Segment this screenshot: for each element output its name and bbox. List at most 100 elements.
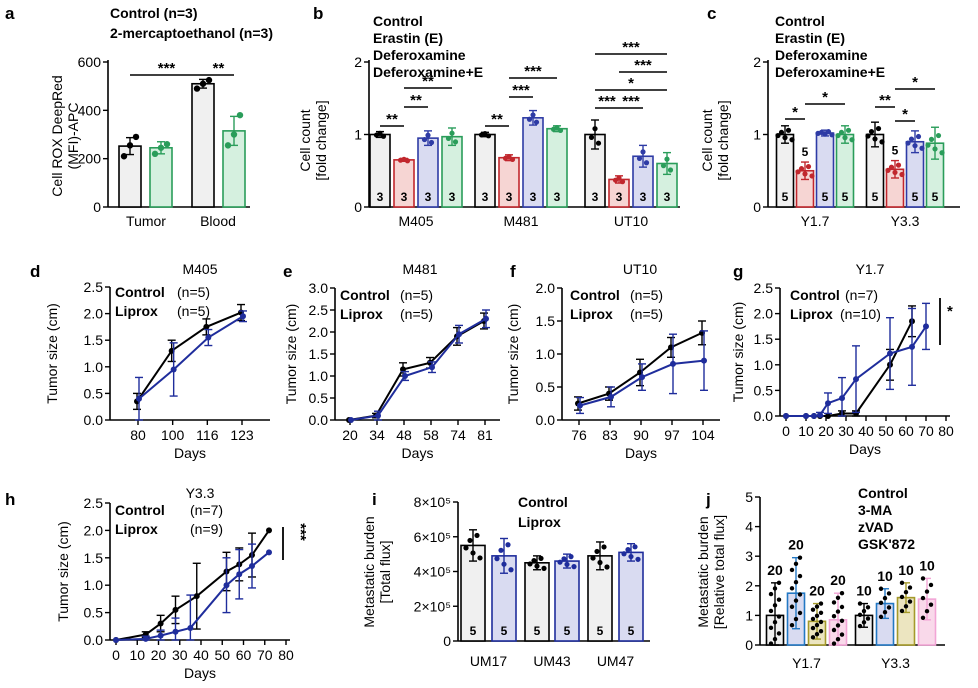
panel-g: 0.0 0.5 1.0 1.5 2.0 2.5 Tumor size (cm) 0 10 20 30… [730, 261, 954, 457]
y-tick-label: 2.5 [84, 495, 104, 511]
legend-item: Control [775, 13, 825, 29]
data-point [571, 564, 577, 570]
y-axis-label-line: [fold change] [313, 100, 329, 180]
chart-title: M405 [182, 261, 217, 277]
data-point [835, 637, 841, 642]
data-point [932, 146, 938, 152]
data-point [818, 610, 824, 615]
data-point [838, 129, 845, 136]
data-point [928, 602, 934, 607]
data-point [597, 559, 603, 566]
data-point [136, 395, 142, 402]
y-tick-label: 1 [753, 127, 761, 143]
data-point [907, 585, 913, 590]
data-point [557, 127, 564, 134]
data-point [776, 597, 782, 602]
y-tick-label: 0 [745, 637, 753, 653]
data-point [636, 155, 643, 162]
n-label: 3 [449, 190, 456, 204]
y-tick-label: 1.0 [309, 368, 329, 384]
data-point [793, 598, 799, 603]
n-label: 3 [377, 190, 384, 204]
panel-label: c [707, 4, 716, 23]
data-point [825, 129, 832, 135]
significance-label: *** [598, 93, 616, 110]
x-tick-label: 50 [878, 423, 894, 439]
y-axis-label: Cell count[fold change] [297, 100, 329, 180]
x-tick-label: Tumor [126, 213, 166, 229]
data-point [628, 553, 634, 560]
x-tick-label: 34 [369, 427, 385, 443]
data-point [483, 315, 489, 322]
x-tick-label: 83 [602, 427, 618, 443]
n-label: 3 [401, 190, 408, 204]
data-point [865, 605, 871, 610]
series-line-control [136, 311, 242, 402]
x-tick-label: 50 [214, 647, 230, 663]
data-point [205, 76, 213, 84]
data-point [509, 156, 516, 163]
panel-label: a [5, 4, 15, 23]
n-label: 3 [640, 190, 647, 204]
data-point [776, 580, 782, 586]
data-point [404, 158, 411, 164]
panel-label: h [5, 490, 15, 509]
data-point [592, 126, 598, 132]
data-point [878, 586, 884, 591]
data-point [608, 393, 614, 400]
y-tick-label: 0 [354, 199, 362, 215]
y-tick-label: 0.5 [84, 605, 104, 621]
data-point [839, 604, 845, 610]
legend-control: Control [790, 287, 840, 303]
legend-n: (n=5) [400, 287, 433, 303]
data-point [768, 608, 774, 614]
data-point [470, 550, 476, 556]
significance-label: * [628, 75, 634, 92]
data-point [899, 608, 905, 614]
legend-2me: 2-mercaptoethanol (n=3) [110, 25, 273, 41]
x-tick-label: UM43 [533, 653, 571, 669]
data-point [878, 614, 884, 620]
y-tick-label: 2.5 [754, 280, 774, 296]
n-label: 5 [822, 190, 829, 204]
data-point [113, 637, 119, 643]
data-point [170, 366, 177, 373]
legend-item: Deferoxamine+E [775, 64, 885, 80]
legend-liprox: Liprox [115, 521, 158, 537]
data-point [835, 595, 841, 601]
data-point [467, 537, 473, 544]
data-point [505, 542, 511, 548]
data-point [205, 334, 212, 341]
significance-label: * [902, 106, 908, 123]
panel-label: d [30, 262, 40, 281]
data-point [120, 153, 128, 160]
data-point [534, 563, 540, 569]
y-axis-label-line: (MFI)-APC [65, 103, 81, 170]
data-point [797, 573, 803, 579]
y-axis-label-line: Tumor size (cm) [505, 304, 521, 405]
x-tick-label: Y3.3 [881, 655, 910, 671]
data-point [498, 547, 504, 553]
data-point [157, 620, 164, 627]
x-tick-label: 60 [236, 647, 252, 663]
data-point [810, 625, 816, 631]
legend-liprox: Liprox [115, 303, 158, 319]
n-label: 3 [616, 190, 623, 204]
y-tick-label: 2.5 [84, 279, 104, 295]
data-point [635, 556, 641, 562]
y-tick-label: 5 [745, 489, 753, 505]
data-point [857, 623, 863, 629]
n-label: 5 [892, 144, 899, 158]
x-tick-label: 48 [396, 427, 412, 443]
n-label: 10 [856, 583, 872, 599]
data-point [533, 119, 540, 125]
data-point [912, 143, 918, 149]
legend-n: (n=7) [845, 287, 878, 303]
data-point [809, 173, 815, 179]
y-tick-label: 2×10⁵ [414, 598, 451, 614]
x-tick-label: 116 [196, 427, 219, 443]
data-point [811, 413, 817, 419]
bar-control [191, 82, 215, 208]
x-tick-label: 123 [230, 427, 254, 443]
data-point [223, 582, 230, 589]
